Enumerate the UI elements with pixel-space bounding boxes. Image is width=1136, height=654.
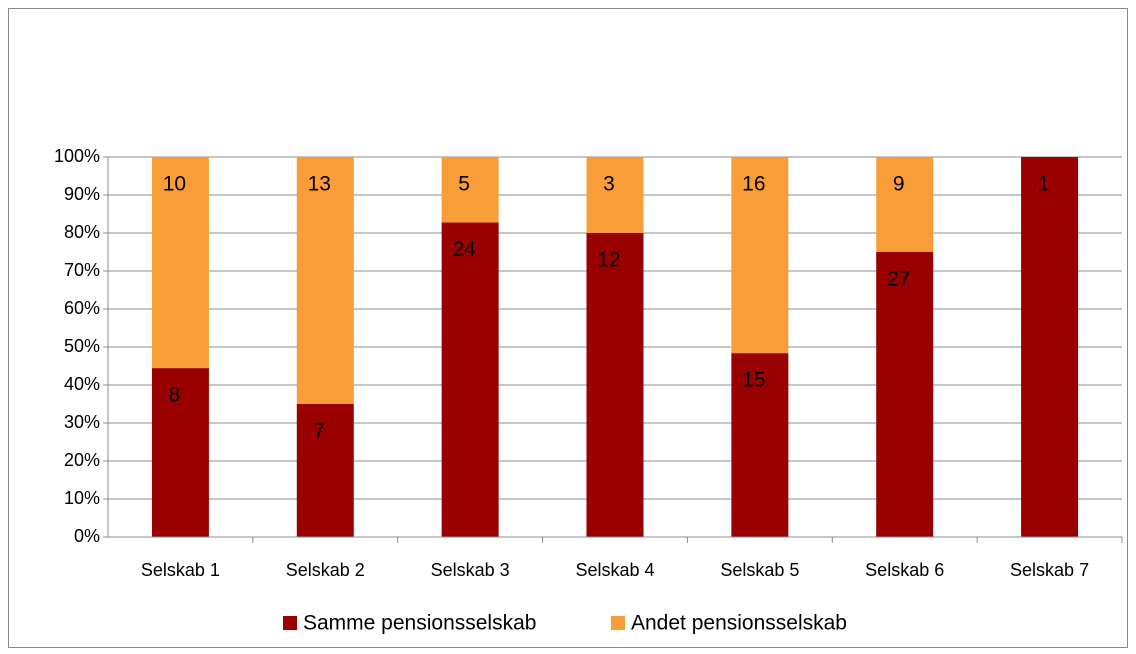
data-label: 8 (169, 384, 181, 407)
x-tick-label: Selskab 1 (141, 560, 220, 580)
data-label: 10 (163, 173, 186, 196)
data-label: 1 (1038, 173, 1050, 196)
bar-segment (296, 157, 354, 404)
y-tick-label: 20% (64, 450, 100, 470)
bar-segment (731, 353, 789, 537)
data-label: 24 (452, 238, 476, 261)
bar-segment (731, 157, 789, 354)
legend-label: Samme pensionsselskab (303, 612, 536, 635)
bar-segment (586, 157, 644, 233)
x-tick-label: Selskab 2 (286, 560, 365, 580)
y-tick-label: 70% (64, 260, 100, 280)
legend-label: Andet pensionsselskab (631, 612, 847, 635)
bar-segment (1021, 157, 1079, 537)
y-tick-label: 10% (64, 488, 100, 508)
bar-segment (441, 157, 499, 223)
bar-segment (296, 404, 354, 537)
y-tick-label: 90% (64, 184, 100, 204)
data-label: 27 (887, 268, 910, 291)
y-tick-label: 100% (54, 146, 100, 166)
x-tick-label: Selskab 4 (575, 560, 654, 580)
data-label: 15 (742, 369, 765, 392)
data-label: 12 (597, 249, 620, 272)
data-label: 9 (893, 173, 905, 196)
y-tick-label: 50% (64, 336, 100, 356)
y-tick-label: 60% (64, 298, 100, 318)
x-tick-label: Selskab 6 (865, 560, 944, 580)
data-label: 7 (313, 420, 325, 443)
bar-segment (151, 157, 209, 369)
data-label: 16 (742, 173, 765, 196)
y-tick-label: 30% (64, 412, 100, 432)
data-label: 5 (458, 173, 470, 196)
bar-segment (586, 233, 644, 537)
bar-segment (151, 368, 209, 537)
data-label: 13 (308, 173, 331, 196)
legend-swatch (283, 616, 297, 630)
x-tick-label: Selskab 5 (720, 560, 799, 580)
bar-segment (441, 222, 499, 537)
y-tick-label: 80% (64, 222, 100, 242)
x-tick-label: Selskab 7 (1010, 560, 1089, 580)
bar-segment (876, 252, 934, 537)
bar-segment (876, 157, 934, 252)
y-tick-label: 0% (74, 526, 100, 546)
y-tick-label: 40% (64, 374, 100, 394)
legend-swatch (611, 616, 625, 630)
data-label: 3 (603, 173, 615, 196)
x-tick-label: Selskab 3 (431, 560, 510, 580)
